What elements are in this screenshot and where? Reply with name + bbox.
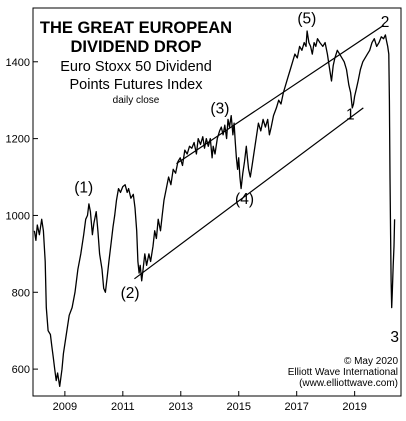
wave-label: 1 (346, 106, 355, 123)
series-line (33, 30, 396, 388)
x-tick-label: 2019 (342, 401, 366, 413)
credit-line-3: (www.elliottwave.com) (299, 378, 398, 389)
x-tick-label: 2017 (284, 401, 308, 413)
wave-label: (3) (210, 101, 229, 118)
wave-label: (4) (235, 191, 254, 208)
wave-label: (1) (74, 179, 93, 196)
x-axis: 2009 2011 2013 2015 2017 2019 (53, 391, 367, 413)
y-tick-label: 600 (12, 364, 30, 376)
x-tick-label: 2009 (53, 401, 77, 413)
chart-title-line-2: DIVIDEND DROP (70, 38, 201, 56)
channel-line (134, 107, 364, 280)
x-tick-label: 2015 (226, 401, 250, 413)
wave-label: (5) (297, 10, 316, 27)
chart-subtitle-line-2: Points Futures Index (70, 77, 204, 93)
series-group (33, 30, 396, 388)
wave-label: 2 (381, 14, 390, 31)
chart-note: daily close (113, 95, 160, 106)
wave-labels: (1) (2) (3) (4) (5) 1 2 3 (74, 10, 399, 346)
x-tick-label: 2013 (169, 401, 193, 413)
credit-line-2: Elliott Wave International (288, 367, 398, 378)
y-tick-label: 1400 (6, 57, 30, 69)
chart-title-line-1: THE GREAT EUROPEAN (40, 19, 232, 37)
wave-label: 3 (390, 329, 399, 346)
y-axis: 600 800 1000 1200 1400 (6, 57, 38, 376)
plot-frame (32, 7, 402, 397)
y-tick-label: 1200 (6, 134, 30, 146)
y-tick-label: 1000 (6, 210, 30, 222)
chart-subtitle-line-1: Euro Stoxx 50 Dividend (60, 59, 212, 75)
credit-line-1: © May 2020 (344, 356, 399, 367)
y-tick-label: 800 (12, 287, 30, 299)
wave-label: (2) (121, 285, 140, 302)
x-tick-label: 2011 (111, 401, 135, 413)
